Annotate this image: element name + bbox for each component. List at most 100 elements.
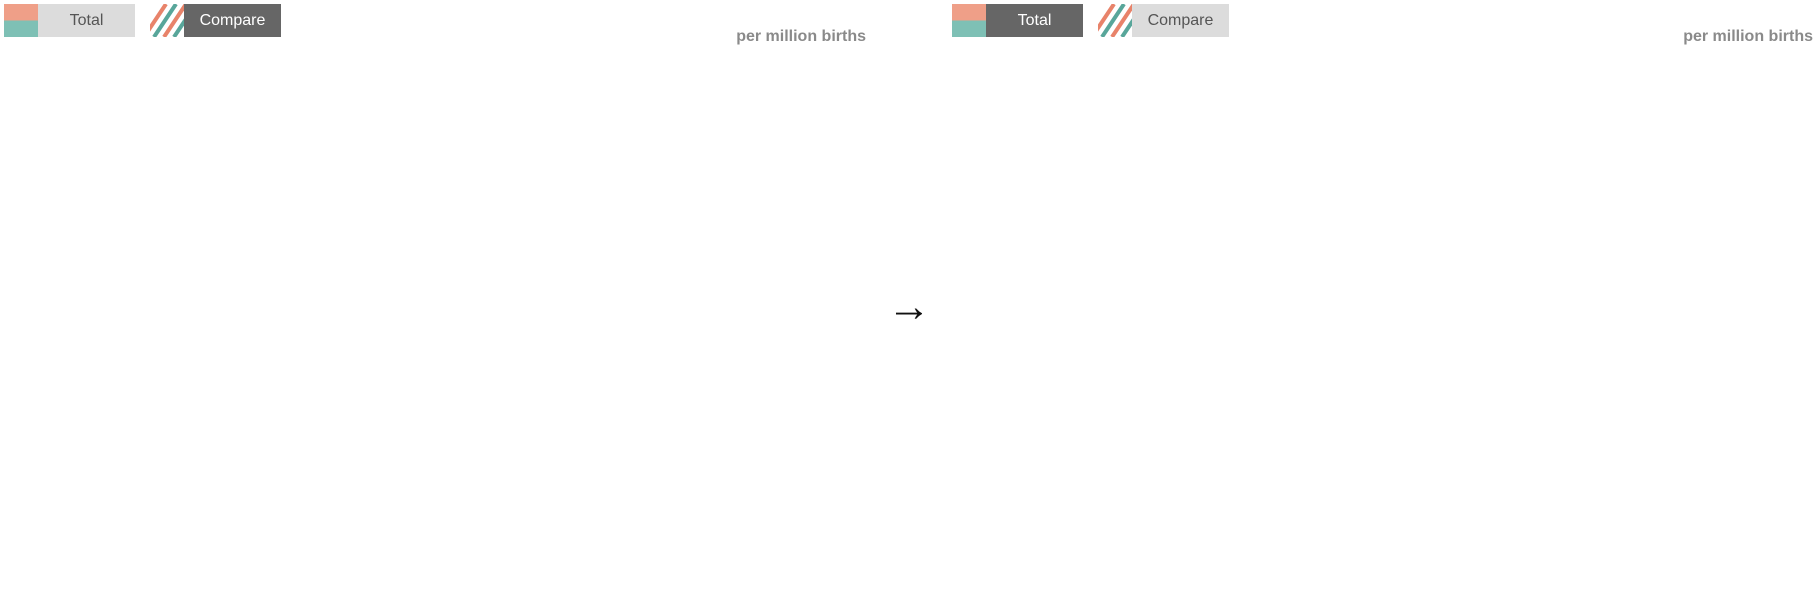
background-name-line: [7, 542, 807, 580]
boys-stratum: [952, 558, 1759, 561]
girls-stratum: [951, 126, 1760, 195]
background-name-line: [7, 515, 807, 580]
x-tick-label: 1890s: [53, 588, 83, 600]
background-name-line: [7, 541, 807, 580]
boys-stratum: [951, 376, 1760, 392]
girls-stratum: [951, 166, 1760, 225]
girls-stratum: [951, 281, 1760, 306]
boys-stratum: [951, 391, 1760, 407]
series-label-barbara: Barbara: [322, 389, 358, 400]
boys-stratum: [951, 404, 1760, 420]
background-name-line: [7, 561, 807, 580]
background-name-line: [7, 452, 807, 580]
boys-stratum: [952, 544, 1760, 549]
boys-stratum: [952, 446, 1760, 461]
background-name-line: [7, 561, 807, 580]
boys-stratum: [952, 410, 1760, 422]
girls-stratum: [951, 107, 1760, 182]
background-name-line: [7, 566, 807, 580]
background-name-line: [7, 507, 807, 580]
girls-stratum: [952, 47, 1760, 142]
background-name-line: [7, 560, 807, 580]
girls-stratum: [951, 130, 1760, 199]
boys-stratum: [951, 476, 1760, 485]
girls-stratum: [951, 270, 1759, 300]
boys-stratum: [951, 520, 1760, 533]
background-name-line: [7, 561, 807, 580]
series-label-henry: Henry: [8, 444, 24, 450]
series-label-betty: Betty: [276, 402, 297, 412]
girls-stratum: [952, 71, 1760, 156]
background-name-line: [7, 547, 807, 580]
girls-stratum: [952, 299, 1760, 319]
boys-stratum: [951, 458, 1760, 471]
girls-stratum: [951, 89, 1760, 169]
boys-stratum: [951, 510, 1760, 519]
background-name-line: [7, 563, 807, 580]
series-label-emma: Emma: [8, 455, 26, 461]
boys-stratum: [951, 510, 1760, 517]
boys-stratum: [951, 364, 1760, 380]
series-line-donald: [7, 407, 812, 577]
series-label-william: William: [8, 98, 79, 123]
series-line-jeffrey: [7, 472, 812, 578]
girls-stratum: [951, 118, 1760, 191]
boys-stratum: [951, 364, 1760, 383]
x-tick-label: 1990s: [1571, 589, 1601, 601]
unit-label: per million births: [736, 28, 866, 45]
boys-stratum: [951, 357, 1760, 373]
background-name-line: [7, 554, 807, 580]
boys-stratum: [951, 504, 1760, 514]
series-label-amanda: Amanda: [556, 463, 579, 469]
series-label-edward: Edward: [8, 449, 28, 455]
series-label-helen: Helen: [162, 390, 191, 402]
x-tick-label: 1910s: [167, 588, 197, 600]
boys-stratum: [951, 501, 1760, 512]
girls-stratum: [952, 96, 1760, 175]
x-tick-label: 1960s: [453, 588, 483, 600]
series-label-michael: Michael: [430, 301, 478, 317]
series-label-joshua: Joshua: [556, 447, 576, 453]
background-name-line: [7, 524, 807, 580]
transition-arrow-icon: →: [887, 282, 931, 331]
girls-stratum: [951, 67, 1760, 153]
total-tab-label: Total: [69, 12, 104, 29]
boys-stratum: [951, 353, 1760, 372]
girls-stratum: [951, 253, 1760, 289]
total-tab[interactable]: Total: [4, 4, 135, 37]
background-name-line: [7, 473, 807, 580]
boys-stratum: [952, 466, 1760, 478]
x-tick-label: 1880s: [945, 589, 971, 601]
y-tick-label: 100000: [1773, 513, 1810, 525]
series-line-jason: [7, 395, 812, 578]
series-label-ruth: Ruth: [167, 449, 182, 456]
background-name-line: [7, 518, 807, 580]
compare-tab[interactable]: Compare: [1098, 4, 1229, 37]
total-tab[interactable]: Total: [952, 4, 1083, 37]
girls-stratum: [951, 223, 1760, 267]
girls-stratum: [951, 288, 1760, 315]
background-name-line: [7, 564, 807, 580]
background-name-line: [7, 536, 807, 580]
boys-stratum: [951, 373, 1760, 388]
girls-stratum: [952, 208, 1760, 254]
background-name-line: [7, 536, 807, 580]
girls-stratum: [951, 40, 1760, 135]
girls-stratum: [951, 95, 1760, 173]
girls-stratum: [951, 163, 1760, 223]
background-name-line: [7, 538, 807, 580]
x-tick-label: 1940s: [1284, 589, 1314, 601]
x-tick-label: 2010: [1688, 589, 1712, 601]
x-tick-label: 1950s: [1342, 589, 1372, 601]
compare-tab[interactable]: Compare: [150, 4, 281, 37]
background-name-line: [7, 481, 807, 580]
background-name-line: [7, 531, 807, 580]
girls-stratum: [951, 218, 1760, 259]
series-line-anna: [7, 404, 812, 574]
total-area-chart: 100000 200000 300000 400000 500000 600000 7000…: [945, 35, 1810, 601]
background-name-line: [7, 554, 807, 580]
background-name-line: [7, 556, 807, 580]
boys-stratum: [952, 477, 1760, 489]
boys-stratum: [951, 339, 1760, 359]
